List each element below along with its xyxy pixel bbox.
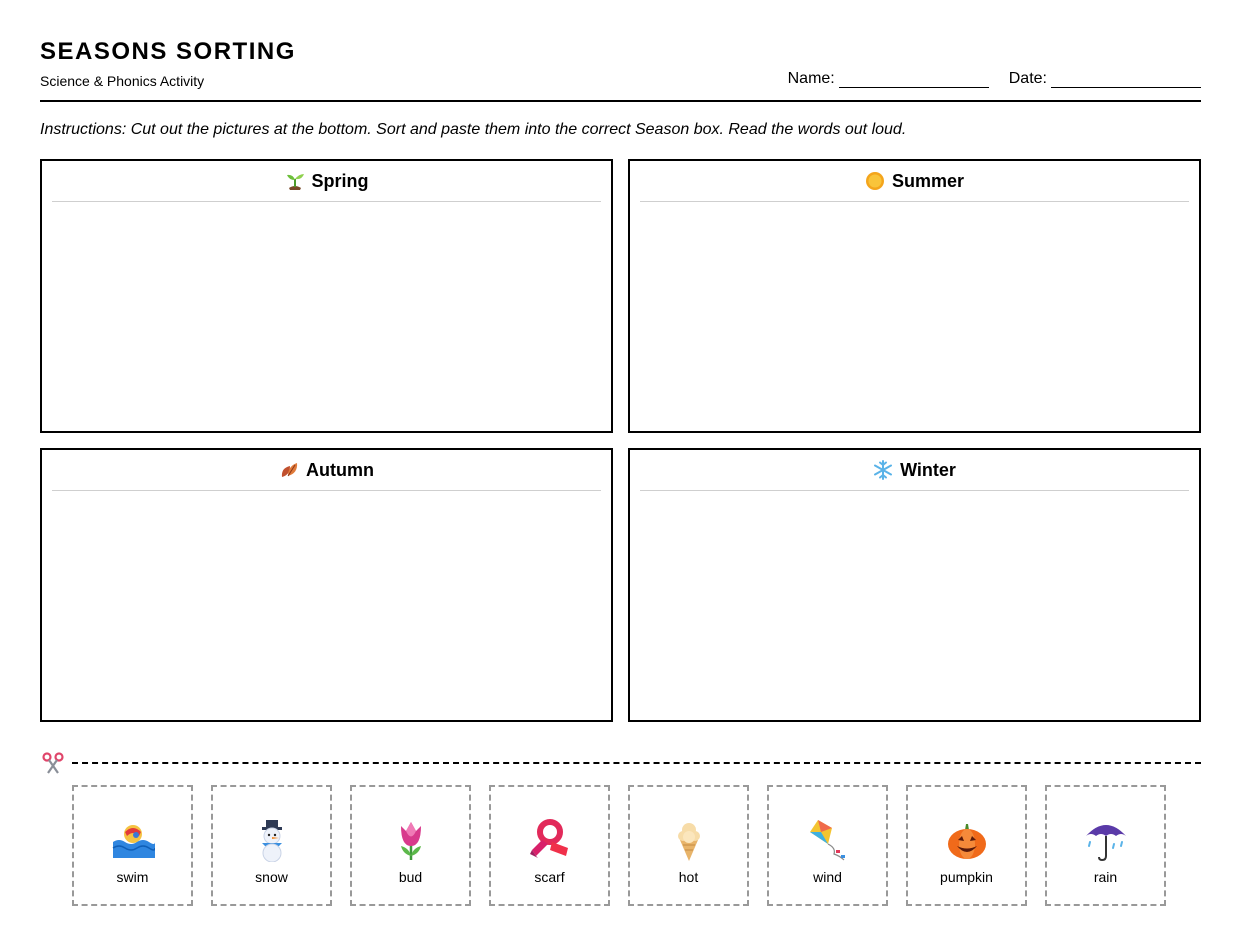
season-label: Spring [311, 170, 369, 191]
sun-icon [865, 171, 885, 191]
season-box-spring[interactable]: Spring [40, 159, 613, 433]
student-fields: Name: Date: [788, 70, 1201, 88]
ice-cream-icon [630, 817, 747, 863]
card-word: wind [813, 869, 842, 885]
season-header: Spring [52, 161, 601, 202]
season-box-winter[interactable]: Winter [628, 448, 1201, 722]
cutout-card[interactable]: bud [350, 785, 471, 906]
worksheet-title: SEASONS SORTING [40, 38, 296, 65]
scissors-icon [42, 752, 64, 779]
season-label: Winter [900, 459, 956, 480]
worksheet-header: SEASONS SORTING Science & Phonics Activi… [40, 38, 1201, 102]
tulip-icon [352, 817, 469, 863]
fallen-leaves-icon [279, 460, 299, 480]
card-word: swim [116, 869, 149, 885]
cut-line [40, 752, 1201, 776]
cutout-card[interactable]: pumpkin [906, 785, 1027, 906]
card-word: rain [1093, 869, 1118, 885]
cutout-card[interactable]: swim [72, 785, 193, 906]
card-word: scarf [534, 869, 565, 885]
instructions-text: Instructions: Cut out the pictures at th… [40, 121, 907, 138]
date-label: Date: [1008, 70, 1047, 87]
season-header: Winter [640, 450, 1189, 491]
cutout-card[interactable]: scarf [489, 785, 610, 906]
season-label: Autumn [306, 459, 374, 480]
seedling-icon [285, 171, 305, 191]
pumpkin-icon [908, 817, 1025, 863]
scarf-icon [491, 817, 608, 863]
cutout-card[interactable]: hot [628, 785, 749, 906]
season-label: Summer [891, 170, 965, 191]
name-field[interactable]: Name: [788, 70, 989, 88]
date-line[interactable] [1051, 73, 1201, 88]
card-word: snow [255, 869, 288, 885]
swimmer-icon [74, 817, 191, 863]
cutout-card[interactable]: rain [1045, 785, 1166, 906]
cutout-card[interactable]: wind [767, 785, 888, 906]
season-box-summer[interactable]: Summer [628, 159, 1201, 433]
date-field[interactable]: Date: [1009, 70, 1201, 88]
season-header: Autumn [52, 450, 601, 491]
cutout-card[interactable]: snow [211, 785, 332, 906]
kite-icon [769, 817, 886, 863]
card-word: pumpkin [940, 869, 993, 885]
season-header: Summer [640, 161, 1189, 202]
worksheet-subtitle: Science & Phonics Activity [40, 73, 205, 89]
dashed-divider [72, 762, 1201, 764]
name-line[interactable] [838, 73, 989, 88]
umbrella-rain-icon [1047, 817, 1164, 863]
snowman-icon [213, 817, 330, 863]
card-word: bud [398, 869, 423, 885]
season-box-autumn[interactable]: Autumn [40, 448, 613, 722]
snowflake-icon [873, 460, 893, 480]
card-word: hot [678, 869, 699, 885]
name-label: Name: [787, 70, 835, 87]
